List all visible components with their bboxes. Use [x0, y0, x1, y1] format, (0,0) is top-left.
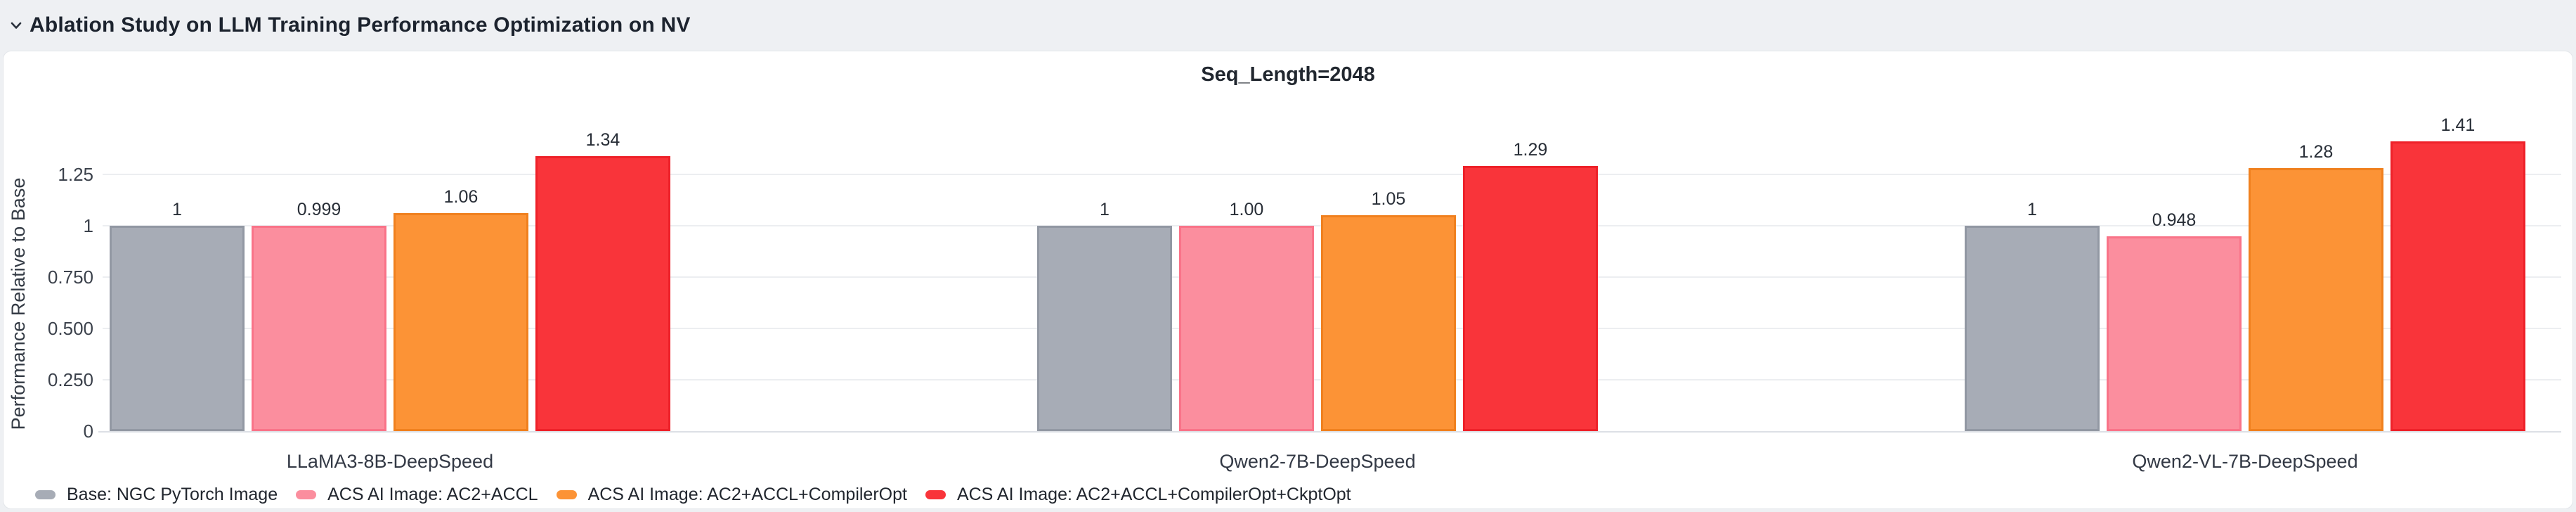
legend-item-2[interactable]: ACS AI Image: AC2+ACCL: [296, 485, 538, 505]
y-tick-label: 0.250: [47, 369, 93, 390]
x-category-label: Qwen2-7B-DeepSpeed: [1219, 451, 1416, 472]
bar-s3-c3[interactable]: [2249, 168, 2383, 431]
bar-value-label: 1.00: [1229, 200, 1264, 219]
bar-value-label: 1.29: [1513, 140, 1548, 160]
y-tick-label: 0.750: [47, 267, 93, 288]
bar-value-label: 1.06: [443, 187, 479, 207]
legend-label: ACS AI Image: AC2+ACCL+CompilerOpt: [587, 484, 907, 504]
bar-s1-c1[interactable]: [110, 226, 245, 431]
bar-value-label: 1: [172, 200, 182, 219]
x-category-label: Qwen2-VL-7B-DeepSpeed: [2132, 451, 2358, 472]
bar-s2-c3[interactable]: [2107, 236, 2242, 431]
bar-s1-c3[interactable]: [1965, 226, 2100, 431]
bar-s3-c1[interactable]: [393, 213, 528, 431]
legend: Base: NGC PyTorch Image ACS AI Image: AC2…: [35, 484, 1351, 505]
bar-s4-c1[interactable]: [535, 156, 670, 431]
bar-s2-c1[interactable]: [252, 226, 386, 431]
bar-value-label: 1.34: [585, 130, 620, 150]
legend-label: Base: NGC PyTorch Image: [67, 484, 278, 504]
bar-s3-c2[interactable]: [1321, 215, 1456, 431]
y-tick-label: 0.500: [47, 318, 93, 339]
bar-s2-c2[interactable]: [1179, 226, 1314, 431]
gridline-y-1.25: [103, 174, 2561, 175]
bar-value-label: 0.948: [2152, 210, 2197, 230]
bar-value-label: 1.41: [2440, 115, 2476, 135]
legend-item-1[interactable]: Base: NGC PyTorch Image: [35, 485, 278, 505]
bar-value-label: 1: [1100, 200, 1110, 219]
legend-item-4[interactable]: ACS AI Image: AC2+ACCL+CompilerOpt+CkptO…: [925, 485, 1351, 505]
bar-s4-c2[interactable]: [1463, 166, 1598, 431]
bar-value-label: 0.999: [297, 200, 341, 219]
bar-value-label: 1.28: [2298, 142, 2334, 162]
x-category-label: LLaMA3-8B-DeepSpeed: [286, 451, 494, 472]
y-axis-title: Performance Relative to Base: [8, 177, 29, 430]
legend-swatch-icon: [556, 489, 577, 499]
legend-label: ACS AI Image: AC2+ACCL+CompilerOpt+CkptO…: [956, 484, 1351, 504]
legend-swatch-icon: [925, 489, 946, 499]
y-tick-label: 0: [83, 421, 93, 442]
legend-item-3[interactable]: ACS AI Image: AC2+ACCL+CompilerOpt: [556, 484, 907, 505]
legend-swatch-icon: [35, 489, 56, 499]
x-axis-line: [98, 431, 2561, 433]
panel-header: Ablation Study on LLM Training Performan…: [0, 0, 2576, 51]
chevron-down-icon[interactable]: [7, 16, 25, 34]
bar-s1-c2[interactable]: [1037, 226, 1172, 431]
chart-title: Seq_Length=2048: [1201, 63, 1375, 86]
bar-s4-c3[interactable]: [2390, 141, 2525, 431]
y-tick-label: 1: [83, 215, 93, 236]
legend-swatch-icon: [296, 489, 317, 499]
bar-value-label: 1.05: [1371, 189, 1406, 209]
panel-title: Ablation Study on LLM Training Performan…: [30, 13, 691, 37]
y-tick-label: 1.25: [58, 164, 93, 185]
legend-label: ACS AI Image: AC2+ACCL: [327, 484, 538, 504]
bar-value-label: 1: [2027, 200, 2037, 219]
